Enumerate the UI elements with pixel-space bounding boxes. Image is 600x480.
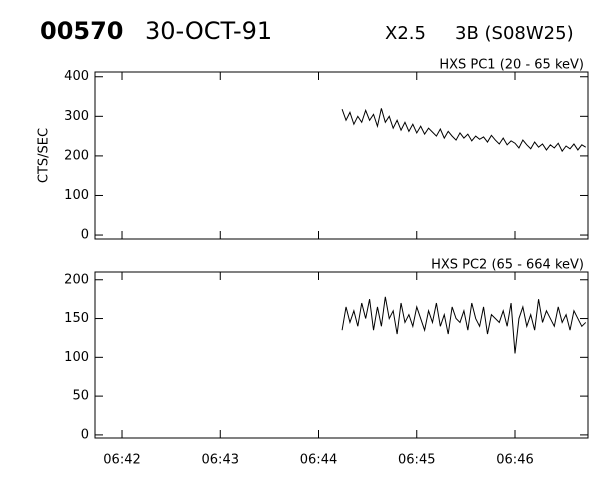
y-tick-label: 100 [64, 350, 89, 365]
x-tick-label: 06:43 [202, 453, 239, 468]
x-tick-label: 06:45 [398, 453, 435, 468]
y-tick-label: 0 [81, 427, 89, 442]
plot-frame [94, 271, 589, 439]
y-axis-label: CTS/SEC [37, 128, 52, 183]
y-tick-label: 150 [64, 311, 89, 326]
y-tick-label: 100 [64, 188, 89, 203]
event-number: 00570 [40, 17, 124, 45]
x-tick-label: 06:46 [496, 453, 533, 468]
y-tick-label: 50 [72, 389, 89, 404]
panel-title: HXS PC2 (65 - 664 keV) [431, 258, 584, 273]
y-tick-label: 200 [64, 148, 89, 163]
data-line [341, 108, 586, 153]
y-tick-label: 0 [81, 228, 89, 243]
flare-info: 3B (S08W25) [455, 23, 574, 44]
x-tick-label: 06:42 [103, 453, 140, 468]
date: 30-OCT-91 [145, 17, 272, 45]
flare-class: X2.5 [385, 23, 426, 44]
y-tick-label: 300 [64, 109, 89, 124]
x-tick-label: 06:44 [300, 453, 337, 468]
plot-frame [94, 71, 589, 240]
panel-title: HXS PC1 (20 - 65 keV) [439, 58, 584, 73]
y-tick-label: 400 [64, 69, 89, 84]
y-tick-label: 200 [64, 272, 89, 287]
data-line [341, 296, 587, 354]
